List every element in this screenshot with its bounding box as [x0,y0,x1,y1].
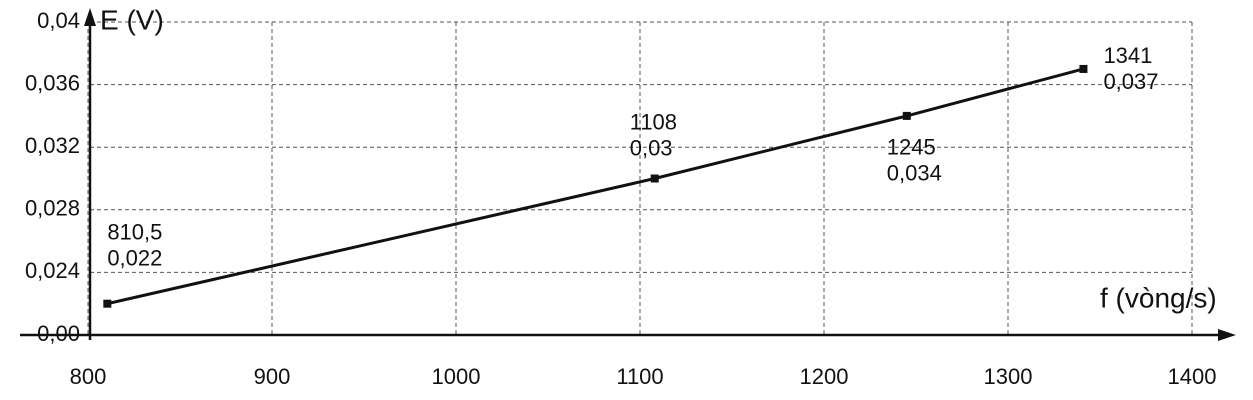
x-arrow [1218,329,1236,341]
x-tick-label: 1200 [800,364,849,389]
point-x-label: 1341 [1103,43,1152,68]
point [902,111,911,120]
y-tick-label: 0,04 [37,8,80,33]
y-tick-label: 0,00 [37,321,80,346]
point [650,174,659,183]
y-tick-label: 0,024 [25,258,80,283]
point-value-label: 0,022 [107,246,162,271]
point-x-label: 1108 [630,109,677,134]
y-arrow [84,8,96,26]
point-value-label: 0,03 [630,135,673,160]
x-tick-label: 800 [70,364,107,389]
point-x-label: 810,5 [107,220,162,245]
point-value-label: 0,034 [887,161,942,186]
y-tick-label: 0,028 [25,196,80,221]
point [103,299,112,308]
x-tick-label: 1000 [432,364,481,389]
x-tick-label: 1100 [616,364,663,389]
x-tick-label: 1300 [984,364,1033,389]
y-axis-label: E (V) [100,4,164,35]
y-tick-label: 0,032 [25,133,80,158]
point-x-label: 1245 [887,135,936,160]
x-tick-label: 900 [254,364,291,389]
x-tick-label: 1400 [1168,364,1217,389]
point-value-label: 0,037 [1103,69,1158,94]
line [106,67,1084,306]
y-tick-label: 0,036 [25,70,80,95]
point [1079,64,1088,73]
x-axis-label: f (vòng/s) [1100,282,1217,313]
